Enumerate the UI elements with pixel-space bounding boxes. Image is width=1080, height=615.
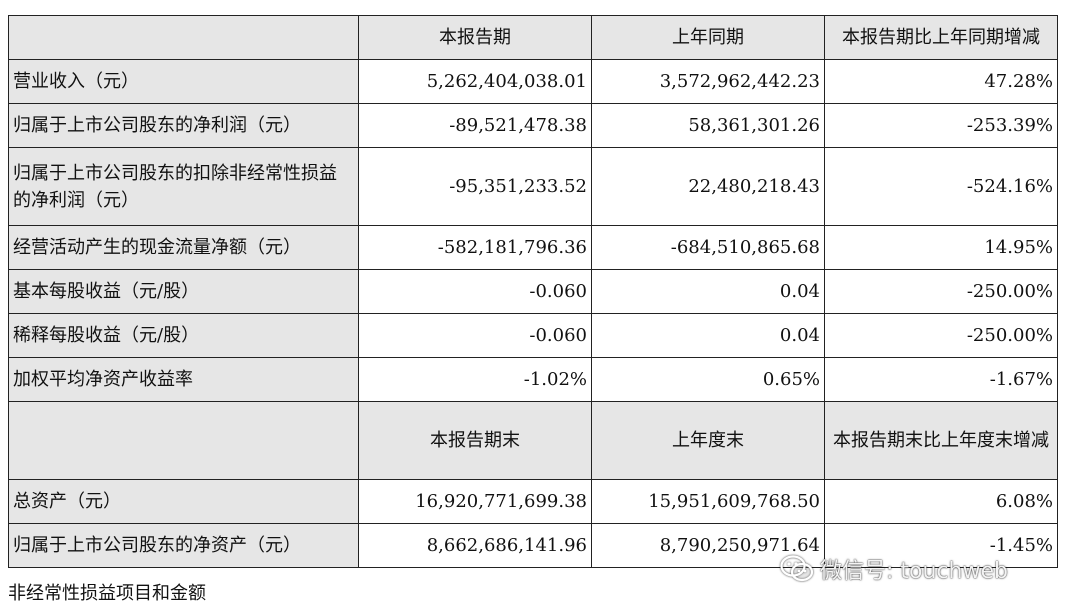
value-previous: 8,790,250,971.64 <box>591 523 825 568</box>
table-header-row: 本报告期 上年同期 本报告期比上年同期增减 <box>8 15 1058 60</box>
value-current: 16,920,771,699.38 <box>358 479 592 524</box>
table-row: 稀释每股收益（元/股） -0.060 0.04 -250.00% <box>8 313 1058 358</box>
table-header-row: 本报告期末 上年度末 本报告期末比上年度末增减 <box>8 401 1058 480</box>
value-current: -95,351,233.52 <box>358 147 592 226</box>
value-previous: 22,480,218.43 <box>591 147 825 226</box>
row-label: 总资产（元） <box>8 479 359 524</box>
row-label: 基本每股收益（元/股） <box>8 269 359 314</box>
value-current: -0.060 <box>358 269 592 314</box>
row-label: 加权平均净资产收益率 <box>8 357 359 402</box>
value-previous: 3,572,962,442.23 <box>591 59 825 104</box>
header-blank-cell <box>8 15 359 60</box>
value-current: -582,181,796.36 <box>358 225 592 270</box>
value-change: -250.00% <box>824 269 1058 314</box>
value-change: 14.95% <box>824 225 1058 270</box>
row-label: 稀释每股收益（元/股） <box>8 313 359 358</box>
value-previous: 0.65% <box>591 357 825 402</box>
watermark: 微信号: touchweb <box>780 551 1008 587</box>
header-change: 本报告期比上年同期增减 <box>824 15 1058 60</box>
row-label: 经营活动产生的现金流量净额（元） <box>8 225 359 270</box>
header-current-period: 本报告期 <box>358 15 592 60</box>
table-row: 归属于上市公司股东的净利润（元） -89,521,478.38 58,361,3… <box>8 103 1058 148</box>
value-change: 6.08% <box>824 479 1058 524</box>
value-previous: 0.04 <box>591 269 825 314</box>
header-previous-period: 上年同期 <box>591 15 825 60</box>
header-blank-cell <box>8 401 359 480</box>
value-change: -1.45% <box>824 523 1058 568</box>
value-change: 47.28% <box>824 59 1058 104</box>
value-previous: 58,361,301.26 <box>591 103 825 148</box>
wechat-icon <box>780 555 814 582</box>
table-row: 经营活动产生的现金流量净额（元） -582,181,796.36 -684,51… <box>8 225 1058 270</box>
row-label: 归属于上市公司股东的净资产（元） <box>8 523 359 568</box>
table-row: 归属于上市公司股东的净资产（元） 8,662,686,141.96 8,790,… <box>8 523 1058 568</box>
header-period-end: 本报告期末 <box>358 401 592 480</box>
value-change: -524.16% <box>824 147 1058 226</box>
value-current: 5,262,404,038.01 <box>358 59 592 104</box>
header-change-since-year-end: 本报告期末比上年度末增减 <box>824 401 1058 480</box>
value-previous: -684,510,865.68 <box>591 225 825 270</box>
value-current: 8,662,686,141.96 <box>358 523 592 568</box>
value-change: -253.39% <box>824 103 1058 148</box>
row-label: 营业收入（元） <box>8 59 359 104</box>
value-change: -1.67% <box>824 357 1058 402</box>
table-row: 总资产（元） 16,920,771,699.38 15,951,609,768.… <box>8 479 1058 524</box>
value-current: -1.02% <box>358 357 592 402</box>
value-previous: 15,951,609,768.50 <box>591 479 825 524</box>
financial-summary-table: 本报告期 上年同期 本报告期比上年同期增减 营业收入（元） 5,262,404,… <box>8 15 1058 568</box>
table-row: 基本每股收益（元/股） -0.060 0.04 -250.00% <box>8 269 1058 314</box>
table-row: 营业收入（元） 5,262,404,038.01 3,572,962,442.2… <box>8 59 1058 104</box>
row-label: 归属于上市公司股东的扣除非经常性损益的净利润（元） <box>8 147 359 226</box>
value-current: -89,521,478.38 <box>358 103 592 148</box>
table-row: 加权平均净资产收益率 -1.02% 0.65% -1.67% <box>8 357 1058 402</box>
value-change: -250.00% <box>824 313 1058 358</box>
header-prior-year-end: 上年度末 <box>591 401 825 480</box>
table-row: 归属于上市公司股东的扣除非经常性损益的净利润（元） -95,351,233.52… <box>8 147 1058 226</box>
value-previous: 0.04 <box>591 313 825 358</box>
watermark-text: 微信号: touchweb <box>820 559 1008 584</box>
row-label: 归属于上市公司股东的净利润（元） <box>8 103 359 148</box>
section-caption: 非经常性损益项目和金额 <box>8 583 206 604</box>
value-current: -0.060 <box>358 313 592 358</box>
